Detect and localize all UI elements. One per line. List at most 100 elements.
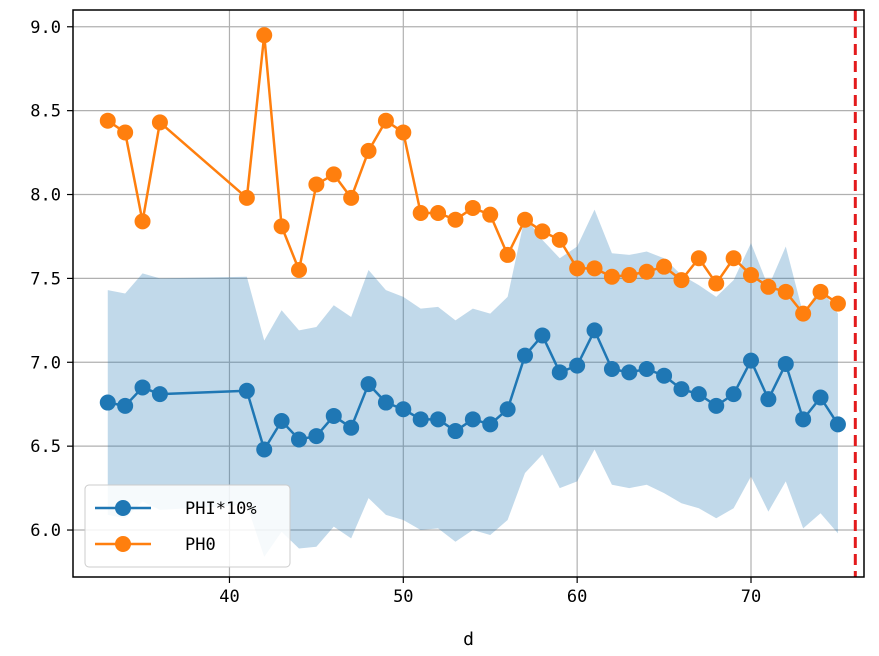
data-point: [395, 124, 412, 141]
data-point: [586, 260, 603, 277]
data-point: [638, 263, 655, 280]
data-point: [308, 428, 325, 445]
data-point: [569, 357, 586, 374]
data-point: [464, 199, 481, 216]
series-group: [99, 27, 846, 458]
data-point: [464, 411, 481, 428]
data-point: [117, 124, 134, 141]
data-point: [586, 322, 603, 339]
data-point: [447, 423, 464, 440]
band-area: [107, 209, 838, 557]
data-point: [151, 386, 168, 403]
data-point: [308, 176, 325, 193]
data-point: [603, 268, 620, 285]
data-point: [99, 112, 116, 129]
data-point: [291, 431, 307, 448]
data-point: [795, 305, 812, 322]
data-point: [482, 416, 499, 433]
data-point: [151, 114, 168, 131]
series-line: [107, 33, 839, 315]
x-tick-label: 70: [741, 587, 761, 607]
data-point: [377, 394, 394, 411]
data-point: [134, 213, 151, 230]
data-point: [430, 411, 447, 428]
data-point: [690, 386, 707, 403]
y-tick-label: 7.5: [30, 269, 61, 289]
data-point: [360, 376, 377, 393]
data-point: [238, 382, 255, 399]
data-point: [499, 246, 516, 263]
legend-label: PH0: [185, 535, 216, 555]
x-tick-label: 50: [393, 587, 413, 607]
data-point: [499, 401, 516, 418]
confidence-band: [107, 209, 838, 557]
data-point: [447, 211, 464, 228]
y-tick-label: 8.0: [30, 186, 61, 206]
data-point: [412, 411, 429, 428]
data-point: [377, 112, 394, 129]
x-ticks: 40 50 60 70: [219, 577, 761, 607]
data-point: [343, 189, 360, 206]
data-point: [517, 347, 533, 364]
data-point: [656, 367, 673, 384]
x-axis-label: d: [463, 629, 474, 650]
legend-label: PHI*10%: [185, 499, 257, 519]
data-point: [777, 283, 794, 300]
legend-marker: [115, 536, 131, 552]
data-point: [517, 211, 533, 228]
data-point: [829, 416, 846, 433]
data-point: [829, 295, 846, 312]
data-point: [325, 407, 342, 424]
data-point: [395, 401, 412, 418]
data-point: [743, 267, 759, 284]
y-tick-label: 7.0: [30, 353, 61, 373]
data-point: [812, 389, 829, 406]
data-point: [430, 204, 447, 221]
data-point: [117, 397, 134, 414]
data-point: [673, 381, 690, 398]
data-point: [291, 262, 307, 279]
data-point: [412, 204, 429, 221]
data-point: [725, 250, 742, 267]
y-tick-label: 9.0: [30, 18, 61, 38]
data-point: [134, 379, 151, 396]
legend: PHI*10% PH0: [84, 484, 291, 568]
data-point: [777, 355, 794, 372]
data-point: [638, 360, 655, 377]
series-ph0: [99, 27, 846, 322]
data-point: [812, 283, 829, 300]
data-point: [760, 391, 777, 408]
data-point: [238, 189, 255, 206]
data-point: [656, 258, 673, 275]
data-point: [482, 206, 499, 223]
data-point: [760, 278, 777, 295]
data-point: [603, 360, 620, 377]
legend-marker: [115, 500, 131, 516]
y-tick-label: 6.5: [30, 437, 61, 457]
data-point: [99, 394, 116, 411]
data-point: [551, 364, 568, 381]
data-point: [690, 250, 707, 267]
data-point: [256, 441, 273, 458]
data-point: [360, 142, 377, 159]
x-tick-label: 60: [567, 587, 587, 607]
y-tick-label: 8.5: [30, 102, 61, 122]
data-point: [534, 223, 551, 240]
data-point: [621, 267, 638, 284]
data-point: [795, 411, 812, 428]
grid: [73, 10, 864, 577]
data-point: [569, 260, 586, 277]
data-point: [273, 218, 290, 235]
data-point: [708, 397, 725, 414]
y-tick-label: 6.0: [30, 521, 61, 541]
x-tick-label: 40: [219, 587, 239, 607]
data-point: [343, 419, 360, 436]
data-point: [621, 364, 638, 381]
data-point: [725, 386, 742, 403]
data-point: [743, 352, 759, 369]
series-phi: [99, 322, 846, 458]
plot-frame: [72, 9, 865, 578]
data-point: [551, 231, 568, 248]
data-point: [708, 275, 725, 292]
